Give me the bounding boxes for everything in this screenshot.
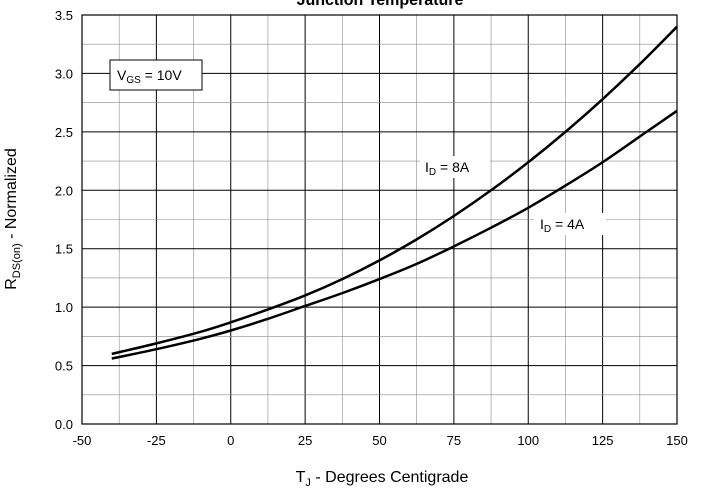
x-tick-label: 25: [298, 433, 312, 448]
x-tick-label: 125: [592, 433, 614, 448]
series-line-4a: [111, 109, 678, 360]
x-axis-label: TJ - Degrees Centigrade: [296, 469, 469, 489]
x-tick-label: -50: [73, 433, 92, 448]
x-tick-label: -25: [147, 433, 166, 448]
y-tick-label: 0.0: [55, 417, 73, 432]
series-label-8a-box: ID = 8A: [420, 156, 490, 178]
vgs-label: VGS = 10V: [117, 67, 182, 86]
series-label-4a: ID = 4A: [540, 216, 585, 235]
y-tick-labels: 0.0 0.5 1.0 1.5 2.0 2.5 3.0 3.5: [55, 8, 73, 432]
x-tick-label: 100: [517, 433, 539, 448]
x-tick-labels: -50 -25 0 25 50 75 100 125 150: [73, 433, 688, 448]
x-tick-label: 150: [666, 433, 688, 448]
plot-frame: [81, 14, 678, 425]
curves: [111, 25, 678, 360]
y-tick-label: 2.5: [55, 125, 73, 140]
y-tick-label: 3.5: [55, 8, 73, 23]
series-label-4a-box: ID = 4A: [534, 213, 606, 235]
y-axis-label: RDS(on) - Normalized: [3, 148, 23, 290]
vgs-legend-box: VGS = 10V: [109, 59, 203, 91]
y-tick-label: 3.0: [55, 66, 73, 81]
y-tick-label: 1.5: [55, 242, 73, 257]
y-tick-label: 1.0: [55, 300, 73, 315]
x-tick-label: 75: [447, 433, 461, 448]
x-tick-label: 50: [372, 433, 386, 448]
series-line-8a: [111, 25, 678, 356]
x-tick-label: 0: [227, 433, 234, 448]
series-label-8a: ID = 8A: [425, 159, 470, 178]
chart-title: Junction Temperature: [297, 0, 464, 9]
y-tick-label: 2.0: [55, 183, 73, 198]
y-tick-label: 0.5: [55, 359, 73, 374]
